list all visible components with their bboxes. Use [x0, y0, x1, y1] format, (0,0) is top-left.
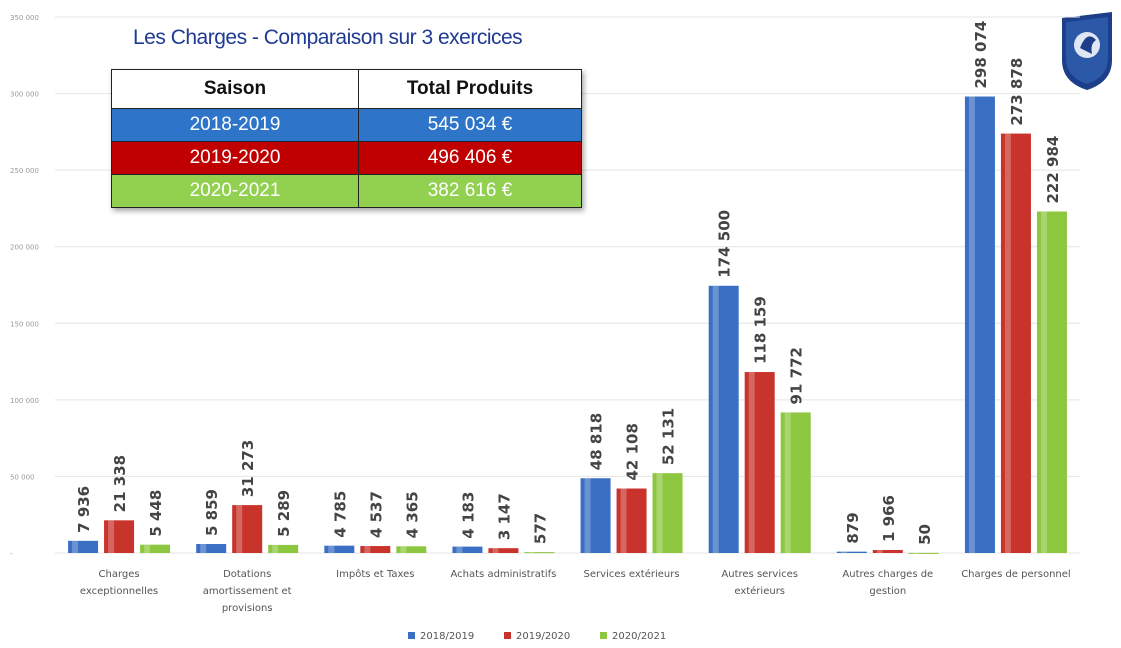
bar — [68, 540, 99, 553]
table-row: 2019-2020 496 406 € — [111, 141, 582, 175]
value-label: 5 289 — [275, 490, 293, 537]
value-label: 7 936 — [75, 486, 93, 533]
bar — [232, 505, 263, 553]
table-cell: 2018-2019 — [111, 108, 359, 142]
legend-label: 2019/2020 — [516, 631, 570, 642]
bar — [580, 478, 611, 553]
y-tick-label: 300 000 — [10, 91, 39, 99]
value-label: 879 — [844, 512, 862, 543]
bar — [744, 372, 775, 553]
x-tick-label: Impôts et Taxes — [336, 569, 415, 580]
bar — [652, 473, 683, 553]
legend-label: 2020/2021 — [612, 631, 666, 642]
value-label: 4 365 — [403, 491, 421, 538]
bar — [708, 285, 739, 553]
table-row: 2020-2021 382 616 € — [111, 174, 582, 208]
value-label: 50 — [916, 524, 934, 545]
y-tick-label: 200 000 — [10, 244, 39, 252]
x-tick-label: Services extérieurs — [583, 569, 680, 580]
value-label: 42 108 — [624, 423, 642, 480]
y-tick-label: 100 000 — [10, 397, 39, 405]
value-label: 21 338 — [111, 455, 129, 512]
y-tick-label: 350 000 — [10, 14, 39, 22]
bar — [488, 548, 519, 553]
bar — [324, 545, 355, 553]
x-tick-label: Achats administratifs — [450, 569, 557, 580]
table-row: 2018-2019 545 034 € — [111, 108, 582, 142]
totals-table: Saison Total Produits 2018-2019 545 034 €… — [111, 69, 582, 208]
x-tick-label: Charges de personnel — [961, 569, 1071, 580]
bar — [396, 546, 427, 553]
value-label: 48 818 — [588, 413, 606, 470]
value-label: 91 772 — [788, 347, 806, 404]
legend-swatch — [504, 632, 511, 639]
chart-title: Les Charges - Comparaison sur 3 exercice… — [133, 26, 523, 49]
value-label: 222 984 — [1044, 136, 1062, 204]
bar — [964, 96, 995, 553]
x-tick-label: Autres services extérieurs — [721, 569, 798, 597]
bar — [196, 544, 227, 553]
logo — [1062, 12, 1112, 90]
value-label: 577 — [531, 513, 549, 544]
bar — [1036, 211, 1067, 553]
bar — [140, 544, 171, 553]
bar — [360, 546, 391, 553]
header-cell: Total Produits — [358, 69, 582, 109]
value-label: 4 183 — [459, 492, 477, 539]
bar — [872, 549, 903, 553]
bar — [104, 520, 135, 553]
bar — [1000, 133, 1031, 553]
table-cell: 2020-2021 — [111, 174, 359, 208]
bar — [524, 552, 555, 554]
table-cell: 545 034 € — [358, 108, 582, 142]
y-tick-label: - — [10, 550, 13, 558]
y-tick-label: 250 000 — [10, 167, 39, 175]
x-tick-label: Charges exceptionnelles — [79, 569, 159, 597]
value-label: 5 448 — [147, 490, 165, 537]
value-label: 31 273 — [239, 440, 257, 497]
value-label: 3 147 — [495, 493, 513, 540]
header-cell: Saison — [111, 69, 359, 109]
table-cell: 496 406 € — [358, 141, 582, 175]
bar — [616, 488, 647, 553]
table-cell: 382 616 € — [358, 174, 582, 208]
bar — [268, 544, 299, 553]
value-label: 298 074 — [972, 21, 990, 89]
table-cell: 2019-2020 — [111, 141, 359, 175]
bar — [836, 551, 867, 553]
legend-swatch — [408, 632, 415, 639]
value-label: 273 878 — [1008, 58, 1026, 126]
table-header: Saison Total Produits — [111, 69, 582, 109]
value-label: 118 159 — [752, 296, 770, 364]
y-tick-label: 150 000 — [10, 320, 39, 328]
x-tick-label: Autres charges de gestion — [842, 569, 934, 597]
x-tick-label: Dotations amortissement et provisions — [202, 569, 292, 614]
legend-swatch — [600, 632, 607, 639]
y-tick-label: 50 000 — [10, 473, 35, 481]
bar — [908, 552, 939, 554]
value-label: 52 131 — [660, 408, 678, 465]
bar — [452, 546, 483, 553]
value-label: 1 966 — [880, 495, 898, 542]
value-label: 4 537 — [367, 491, 385, 538]
legend-label: 2018/2019 — [420, 631, 474, 642]
value-label: 4 785 — [331, 491, 349, 538]
bar — [780, 412, 811, 553]
value-label: 174 500 — [716, 210, 734, 278]
value-label: 5 859 — [203, 489, 221, 536]
